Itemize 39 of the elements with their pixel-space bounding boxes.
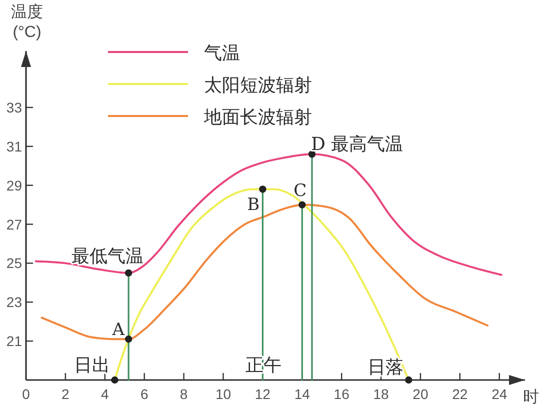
annotation: D 最高气温 [310, 134, 404, 156]
annotation: 最低气温 [72, 246, 144, 267]
point [308, 150, 316, 158]
x-tick-label: 12 [254, 386, 271, 402]
annotation: 日出 [74, 355, 110, 376]
annotation: C [294, 180, 307, 201]
point [124, 269, 132, 277]
x-tick-label: 24 [492, 386, 508, 402]
x-tick-label: 4 [100, 386, 109, 402]
y-tick-label: 27 [6, 216, 22, 232]
point [111, 376, 118, 384]
y-axis-title: 温度 (°C) [11, 3, 43, 41]
y-tick-label: 23 [6, 294, 22, 310]
x-tick-label: 14 [294, 386, 310, 402]
x-tick-label: 6 [140, 386, 148, 402]
annotation: B [247, 195, 260, 216]
x-tick-label: 22 [452, 386, 468, 402]
x-tick-label: 18 [373, 386, 390, 402]
legend-label: 地面长波辐射 [203, 107, 312, 128]
legend-label: 太阳短波辐射 [204, 75, 312, 96]
point [259, 186, 266, 193]
point [298, 201, 306, 208]
y-tick-label: 25 [6, 255, 22, 272]
point [405, 376, 412, 384]
legend-label: 气温 [204, 43, 240, 64]
x-axis-title: 时 [523, 387, 539, 406]
x-tick-label: 0 [22, 386, 30, 402]
y-tick-label: 33 [6, 99, 22, 116]
y-tick-label: 31 [6, 138, 22, 154]
x-tick-label: 16 [334, 386, 350, 402]
x-tick-label: 2 [62, 386, 70, 402]
y-tick-label: 29 [6, 177, 22, 194]
y-tick-label: 21 [6, 333, 22, 350]
x-tick-label: 10 [215, 386, 232, 402]
annotation: 日落 [368, 357, 404, 378]
x-tick-label: 8 [180, 386, 188, 402]
point [124, 336, 132, 343]
x-tick-label: 20 [412, 386, 428, 402]
annotation: A [111, 320, 126, 340]
